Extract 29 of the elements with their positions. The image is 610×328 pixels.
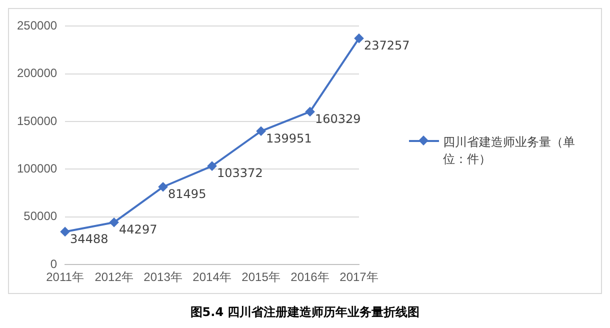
x-tick-label: 2012年: [94, 270, 134, 284]
point: [60, 227, 70, 236]
y-tick-label: 100000: [16, 162, 58, 176]
point: [256, 126, 266, 136]
data-label: 139951: [266, 131, 312, 146]
point: [110, 218, 119, 227]
x-tick-label: 2013年: [144, 270, 182, 284]
data-label: 44297: [119, 222, 158, 236]
legend-label: 四川省建造师业务量（单位：件）: [443, 134, 576, 168]
y-tick-label: 200000: [16, 66, 58, 80]
y-tick-label: 250000: [16, 18, 58, 33]
point: [354, 34, 364, 43]
data-label: 34488: [70, 232, 108, 246]
text: 图5.4 四川省注册建造师历年业务量折线图: [189, 304, 421, 321]
x-tick-label: 2015年: [242, 270, 280, 284]
y-tick-label: 150000: [16, 114, 58, 128]
point: [158, 182, 168, 192]
data-label: 237257: [364, 38, 410, 52]
x-tick-label: 2014年: [192, 270, 232, 284]
data-label: 81495: [168, 187, 206, 202]
point: [208, 162, 217, 171]
y-tick-label: 50000: [24, 209, 58, 224]
y-tick-label: 0: [50, 256, 58, 271]
data-label: 103372: [217, 166, 263, 180]
data-label: 160329: [315, 112, 361, 126]
x-tick-label: 2011年: [46, 270, 84, 284]
x-tick-label: 2016年: [290, 270, 330, 284]
point: [306, 107, 315, 116]
x-tick-label: 2017年: [340, 270, 378, 284]
